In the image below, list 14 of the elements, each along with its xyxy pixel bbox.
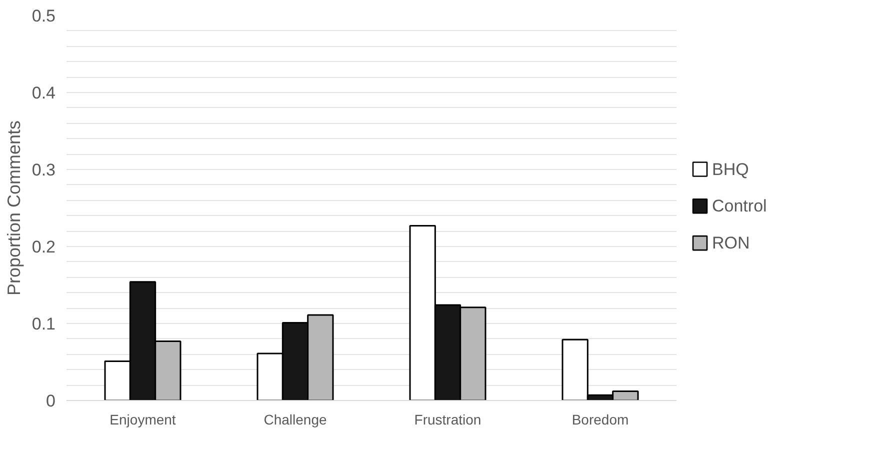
x-tick-label: Frustration — [414, 412, 482, 428]
y-axis-title: Proportion Comments — [4, 120, 24, 296]
y-tick-label: 0.4 — [32, 84, 56, 102]
y-tick-label: 0.3 — [32, 160, 56, 180]
y-tick-label: 0.1 — [32, 314, 56, 334]
y-tick-label: 0 — [46, 392, 56, 410]
y-tick-label: 0.2 — [32, 238, 56, 256]
y-tick-label: 0.5 — [32, 6, 56, 26]
x-tick-label: Boredom — [572, 412, 629, 428]
x-tick-label: Enjoyment — [110, 412, 176, 428]
legend-label: Control — [712, 196, 767, 216]
x-tick-label: Challenge — [264, 412, 327, 428]
legend-label: RON — [712, 234, 750, 253]
legend-label: BHQ — [712, 160, 749, 179]
